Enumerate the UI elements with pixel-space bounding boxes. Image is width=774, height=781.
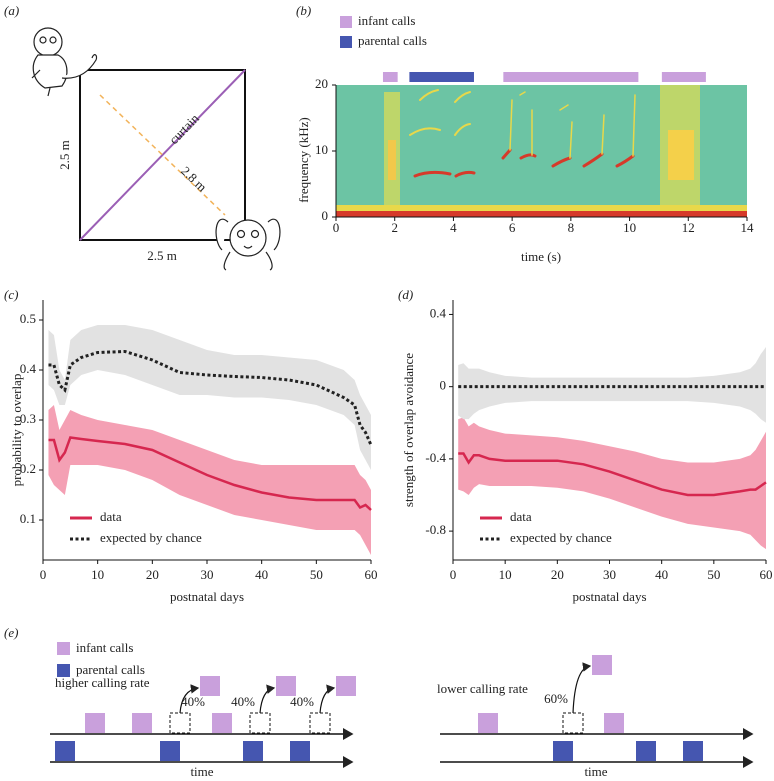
legend-swatch <box>340 16 352 28</box>
y-axis-label: frequency (kHz) <box>296 117 311 203</box>
percent-label: 40% <box>231 694 255 709</box>
y-tick-label: 0.2 <box>20 461 36 476</box>
y-tick-label: 0.5 <box>20 311 36 326</box>
panel-label: (a) <box>4 3 19 18</box>
axis-label: time <box>190 764 213 779</box>
y-tick-label: 0 <box>440 378 447 393</box>
x-tick-label: 0 <box>333 220 340 235</box>
panel-label: (d) <box>398 287 413 302</box>
axis-label: time <box>584 764 607 779</box>
legend-label: infant calls <box>358 13 415 28</box>
x-tick-label: 40 <box>255 567 268 582</box>
x-tick-label: 0 <box>450 567 457 582</box>
distance-label: 2.8 m <box>178 163 210 194</box>
y-tick-label: 0.1 <box>20 511 36 526</box>
scenario-title: higher calling rate <box>55 675 150 690</box>
y-tick-label: 0.3 <box>20 411 36 426</box>
x-tick-label: 60 <box>365 567 378 582</box>
x-tick-label: 10 <box>91 567 104 582</box>
call-segment <box>382 72 398 82</box>
series-line <box>458 452 767 497</box>
legend-label: data <box>510 509 532 524</box>
y-tick-label: 20 <box>315 76 328 91</box>
x-axis-label: postnatal days <box>572 589 646 604</box>
x-tick-label: 20 <box>551 567 564 582</box>
call-segment <box>661 72 706 82</box>
x-tick-label: 10 <box>623 220 636 235</box>
legend-swatch <box>340 36 352 48</box>
x-tick-label: 0 <box>40 567 47 582</box>
y-tick-label: 0.4 <box>430 305 447 320</box>
scenario-title: lower calling rate <box>437 681 528 696</box>
panel-label: (c) <box>4 287 18 302</box>
x-tick-label: 12 <box>682 220 695 235</box>
y-tick-label: -0.4 <box>425 450 446 465</box>
confidence-band <box>48 325 371 470</box>
monkey-sketch <box>31 27 98 97</box>
series-line <box>48 349 373 446</box>
x-tick-label: 4 <box>450 220 457 235</box>
x-tick-label: 30 <box>201 567 214 582</box>
panel-label: (e) <box>4 625 18 640</box>
confidence-band <box>48 405 371 555</box>
x-tick-label: 30 <box>603 567 616 582</box>
y-tick-label: 0.4 <box>20 361 37 376</box>
x-axis-label: postnatal days <box>170 589 244 604</box>
legend <box>57 642 70 677</box>
x-tick-label: 10 <box>499 567 512 582</box>
confidence-band <box>458 346 766 423</box>
y-tick-label: -0.8 <box>425 522 446 537</box>
x-tick-label: 8 <box>568 220 575 235</box>
call-segment <box>503 72 639 82</box>
legend-label: parental calls <box>76 662 145 677</box>
y-tick-label: 10 <box>315 142 328 157</box>
legend-label: expected by chance <box>100 530 202 545</box>
curtain-label: curtain <box>166 110 202 147</box>
x-tick-label: 60 <box>760 567 773 582</box>
legend-label: infant calls <box>76 640 133 655</box>
percent-label: 60% <box>544 691 568 706</box>
series-line <box>48 436 372 511</box>
x-axis-label: time (s) <box>521 249 561 264</box>
side-label: 2.5 m <box>57 140 72 170</box>
call-segment <box>409 72 474 82</box>
y-axis-label: strength of overlap avoidance <box>401 353 416 507</box>
call-blocks <box>55 655 703 761</box>
monkey-sketch <box>215 218 281 271</box>
x-tick-label: 50 <box>707 567 720 582</box>
legend-label: expected by chance <box>510 530 612 545</box>
y-tick-label: 0 <box>322 208 329 223</box>
x-tick-label: 20 <box>146 567 159 582</box>
side-label: 2.5 m <box>147 248 177 263</box>
x-tick-label: 2 <box>391 220 398 235</box>
x-tick-label: 6 <box>509 220 516 235</box>
x-tick-label: 40 <box>655 567 668 582</box>
spectrogram <box>336 85 747 217</box>
percent-label: 40% <box>290 694 314 709</box>
x-tick-label: 50 <box>310 567 323 582</box>
legend-label: parental calls <box>358 33 427 48</box>
panel-label: (b) <box>296 3 311 18</box>
percent-label: 40% <box>181 694 205 709</box>
legend-label: data <box>100 509 122 524</box>
confidence-band <box>458 417 766 550</box>
timeline-diagram <box>50 728 754 768</box>
y-axis-label: probability to overlap <box>9 374 24 487</box>
x-tick-label: 14 <box>741 220 755 235</box>
room-diagram <box>79 69 246 241</box>
